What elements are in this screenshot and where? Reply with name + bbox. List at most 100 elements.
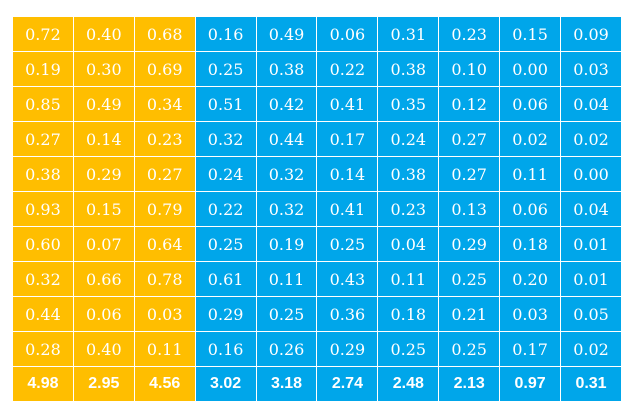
table-cell: 0.14 bbox=[316, 156, 379, 192]
table-cell: 0.60 bbox=[12, 226, 74, 262]
table-cell: 0.17 bbox=[316, 121, 379, 157]
table-row: 0.44 0.06 0.03 0.29 0.25 0.36 0.18 0.21 0.03 0.05 bbox=[12, 296, 622, 332]
table-cell: 0.38 bbox=[255, 51, 318, 87]
table-cell: 0.85 bbox=[12, 86, 74, 122]
table-cell: 0.64 bbox=[133, 226, 196, 262]
table-cell: 0.00 bbox=[499, 51, 562, 87]
table-cell: 0.01 bbox=[560, 226, 622, 262]
table-cell: 0.72 bbox=[12, 16, 74, 52]
table-cell: 0.43 bbox=[316, 261, 379, 297]
total-cell: 0.97 bbox=[499, 366, 562, 402]
table-cell: 0.31 bbox=[377, 16, 440, 52]
table-cell: 0.02 bbox=[560, 331, 622, 367]
table-cell: 0.11 bbox=[133, 331, 196, 367]
total-cell: 2.48 bbox=[377, 366, 440, 402]
table-cell: 0.41 bbox=[316, 191, 379, 227]
table-cell: 0.06 bbox=[499, 86, 562, 122]
table-cell: 0.32 bbox=[255, 191, 318, 227]
table-cell: 0.40 bbox=[72, 331, 135, 367]
table-cell: 0.41 bbox=[316, 86, 379, 122]
table-cell: 0.25 bbox=[377, 331, 440, 367]
table-cell: 0.29 bbox=[316, 331, 379, 367]
table-cell: 0.04 bbox=[377, 226, 440, 262]
table-cell: 0.38 bbox=[377, 156, 440, 192]
table-row: 0.32 0.66 0.78 0.61 0.11 0.43 0.11 0.25 0.20 0.01 bbox=[12, 261, 622, 297]
table-cell: 0.35 bbox=[377, 86, 440, 122]
table-cell: 0.27 bbox=[12, 121, 74, 157]
table-cell: 0.36 bbox=[316, 296, 379, 332]
table-cell: 0.02 bbox=[499, 121, 562, 157]
table-cell: 0.42 bbox=[255, 86, 318, 122]
total-cell: 2.74 bbox=[316, 366, 379, 402]
table-cell: 0.27 bbox=[438, 121, 501, 157]
table-cell: 0.25 bbox=[438, 331, 501, 367]
table-cell: 0.28 bbox=[12, 331, 74, 367]
table-cell: 0.25 bbox=[194, 51, 257, 87]
table-cell: 0.17 bbox=[499, 331, 562, 367]
table-cell: 0.29 bbox=[72, 156, 135, 192]
total-cell: 2.13 bbox=[438, 366, 501, 402]
table-cell: 0.01 bbox=[560, 261, 622, 297]
value-table-body: 0.72 0.40 0.68 0.16 0.49 0.06 0.31 0.23 0.15 0.09… bbox=[12, 16, 622, 402]
total-cell: 0.31 bbox=[560, 366, 622, 402]
total-cell: 2.95 bbox=[72, 366, 135, 402]
table-cell: 0.19 bbox=[12, 51, 74, 87]
table-row: 0.85 0.49 0.34 0.51 0.42 0.41 0.35 0.12 0.06 0.04 bbox=[12, 86, 622, 122]
table-cell: 0.93 bbox=[12, 191, 74, 227]
table-cell: 0.04 bbox=[560, 86, 622, 122]
table-cell: 0.40 bbox=[72, 16, 135, 52]
table-cell: 0.23 bbox=[133, 121, 196, 157]
table-cell: 0.02 bbox=[560, 121, 622, 157]
total-cell: 3.18 bbox=[255, 366, 318, 402]
table-row: 0.27 0.14 0.23 0.32 0.44 0.17 0.24 0.27 0.02 0.02 bbox=[12, 121, 622, 157]
total-cell: 4.56 bbox=[133, 366, 196, 402]
table-cell: 0.16 bbox=[194, 16, 257, 52]
table-cell: 0.38 bbox=[377, 51, 440, 87]
table-cell: 0.11 bbox=[377, 261, 440, 297]
table-cell: 0.25 bbox=[255, 296, 318, 332]
table-cell: 0.49 bbox=[255, 16, 318, 52]
table-cell: 0.79 bbox=[133, 191, 196, 227]
table-cell: 0.61 bbox=[194, 261, 257, 297]
value-grid: 0.72 0.40 0.68 0.16 0.49 0.06 0.31 0.23 0.15 0.09… bbox=[12, 16, 622, 402]
table-row: 0.60 0.07 0.64 0.25 0.19 0.25 0.04 0.29 0.18 0.01 bbox=[12, 226, 622, 262]
table-cell: 0.16 bbox=[194, 331, 257, 367]
table-cell: 0.15 bbox=[72, 191, 135, 227]
table-cell: 0.11 bbox=[499, 156, 562, 192]
table-cell: 0.06 bbox=[499, 191, 562, 227]
table-cell: 0.29 bbox=[438, 226, 501, 262]
table-row: 0.28 0.40 0.11 0.16 0.26 0.29 0.25 0.25 0.17 0.02 bbox=[12, 331, 622, 367]
table-row: 0.19 0.30 0.69 0.25 0.38 0.22 0.38 0.10 0.00 0.03 bbox=[12, 51, 622, 87]
table-cell: 0.22 bbox=[316, 51, 379, 87]
table-cell: 0.15 bbox=[499, 16, 562, 52]
table-cell: 0.03 bbox=[499, 296, 562, 332]
table-cell: 0.44 bbox=[12, 296, 74, 332]
table-cell: 0.23 bbox=[377, 191, 440, 227]
table-row: 0.38 0.29 0.27 0.24 0.32 0.14 0.38 0.27 0.11 0.00 bbox=[12, 156, 622, 192]
table-cell: 0.14 bbox=[72, 121, 135, 157]
table-cell: 0.44 bbox=[255, 121, 318, 157]
table-cell: 0.29 bbox=[194, 296, 257, 332]
table-cell: 0.25 bbox=[438, 261, 501, 297]
table-row: 0.93 0.15 0.79 0.22 0.32 0.41 0.23 0.13 0.06 0.04 bbox=[12, 191, 622, 227]
totals-row: 4.98 2.95 4.56 3.02 3.18 2.74 2.48 2.13 0.97 0.31 bbox=[12, 366, 622, 402]
table-cell: 0.22 bbox=[194, 191, 257, 227]
table-cell: 0.00 bbox=[560, 156, 622, 192]
table-cell: 0.68 bbox=[133, 16, 196, 52]
table-cell: 0.27 bbox=[133, 156, 196, 192]
table-cell: 0.19 bbox=[255, 226, 318, 262]
table-row: 0.72 0.40 0.68 0.16 0.49 0.06 0.31 0.23 0.15 0.09 bbox=[12, 16, 622, 52]
table-cell: 0.51 bbox=[194, 86, 257, 122]
table-cell: 0.25 bbox=[316, 226, 379, 262]
table-cell: 0.25 bbox=[194, 226, 257, 262]
table-cell: 0.06 bbox=[72, 296, 135, 332]
table-cell: 0.69 bbox=[133, 51, 196, 87]
table-cell: 0.11 bbox=[255, 261, 318, 297]
value-table: 0.72 0.40 0.68 0.16 0.49 0.06 0.31 0.23 0.15 0.09… bbox=[12, 16, 622, 402]
table-cell: 0.03 bbox=[133, 296, 196, 332]
table-cell: 0.12 bbox=[438, 86, 501, 122]
table-cell: 0.20 bbox=[499, 261, 562, 297]
table-cell: 0.04 bbox=[560, 191, 622, 227]
table-cell: 0.34 bbox=[133, 86, 196, 122]
table-cell: 0.27 bbox=[438, 156, 501, 192]
